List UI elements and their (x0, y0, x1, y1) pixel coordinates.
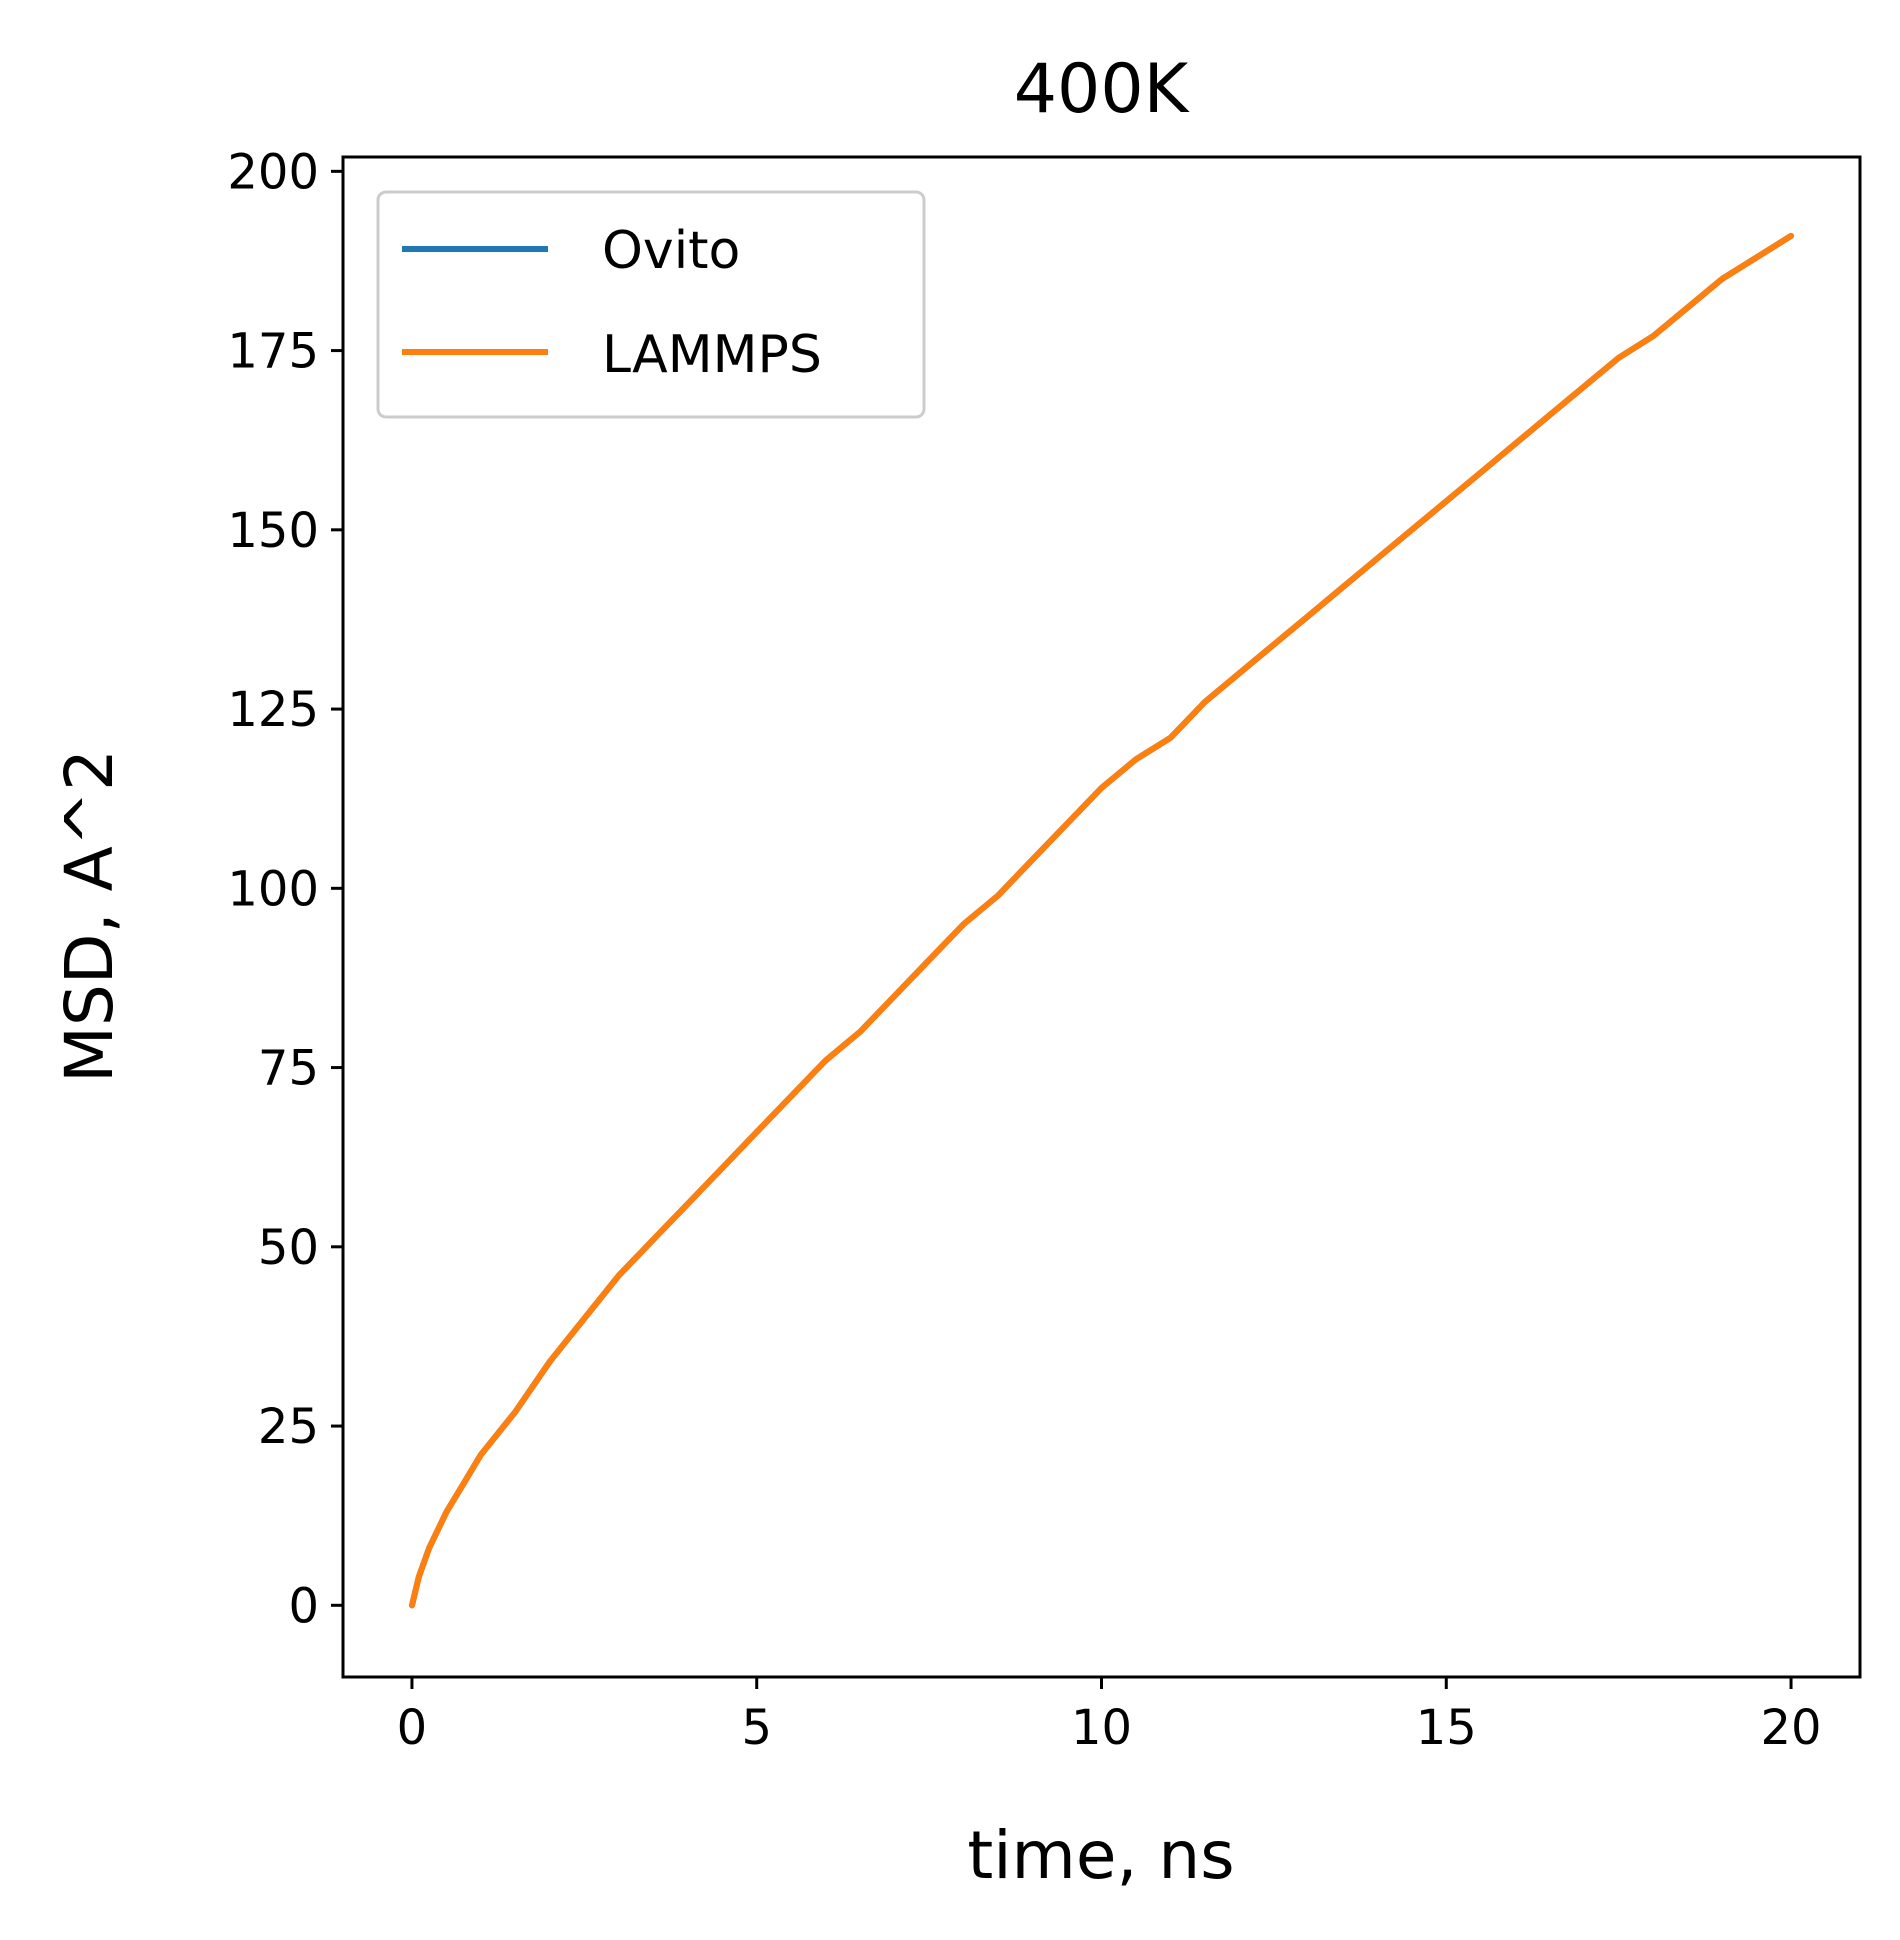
x-tick-label: 0 (397, 1700, 428, 1756)
plot-frame (341, 155, 1862, 1679)
y-tick-label: 100 (227, 861, 319, 917)
legend-label-lammps: LAMMPS (602, 325, 822, 385)
series-line-lammps (409, 232, 1794, 1609)
legend-label-ovito: Ovito (602, 221, 740, 281)
y-tick-label: 0 (288, 1578, 319, 1634)
y-tick-label: 200 (227, 144, 319, 200)
x-tick-label: 15 (1416, 1700, 1477, 1756)
x-axis-ticks: 0 5 10 15 20 (397, 1677, 1822, 1756)
y-tick-label: 125 (227, 682, 319, 738)
legend: Ovito LAMMPS (376, 190, 926, 419)
series-layer (409, 232, 1794, 1609)
y-axis-title: MSD, A^2 (51, 749, 128, 1083)
y-tick-label: 25 (258, 1399, 319, 1455)
x-axis-title: time, ns (967, 1817, 1234, 1894)
chart-title: 400K (1014, 50, 1191, 129)
x-tick-label: 10 (1071, 1700, 1132, 1756)
x-tick-label: 5 (741, 1700, 772, 1756)
y-tick-label: 150 (227, 503, 319, 559)
y-tick-label: 75 (258, 1041, 319, 1097)
y-tick-label: 50 (258, 1220, 319, 1276)
x-tick-label: 20 (1761, 1700, 1822, 1756)
y-tick-label: 175 (227, 324, 319, 380)
y-axis-ticks: 0 25 50 75 100 125 150 175 200 (227, 144, 343, 1634)
